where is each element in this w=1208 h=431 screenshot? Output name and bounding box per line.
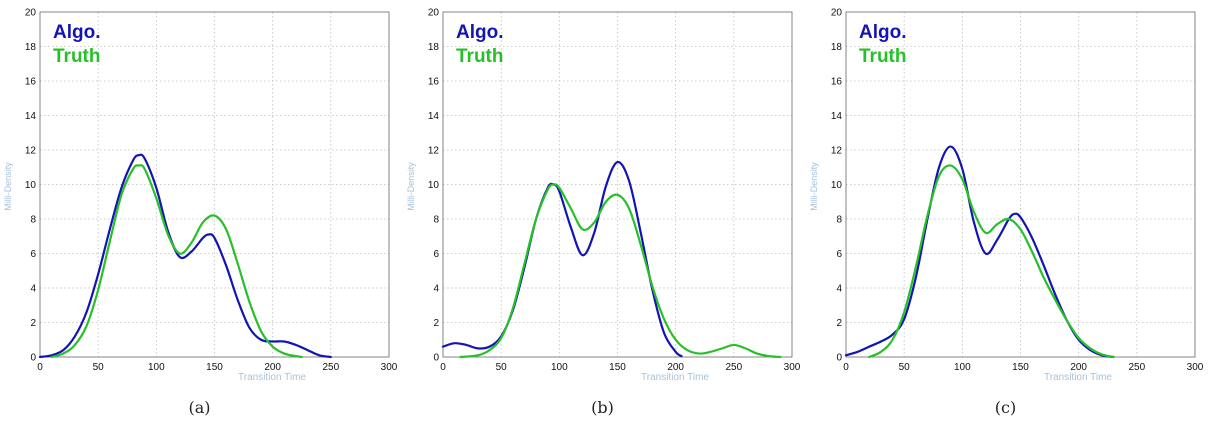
y-tick-label: 18	[25, 42, 37, 53]
x-tick-label: 100	[551, 362, 568, 373]
legend-entry: Algo.	[859, 22, 907, 43]
y-tick-label: 4	[433, 284, 439, 295]
x-tick-label: 200	[264, 362, 281, 373]
y-tick-label: 0	[836, 353, 842, 364]
y-tick-label: 10	[25, 180, 37, 191]
y-tick-label: 2	[836, 318, 842, 329]
y-tick-label: 12	[428, 146, 440, 157]
x-tick-label: 250	[1128, 362, 1145, 373]
x-tick-label: 200	[1070, 362, 1087, 373]
y-tick-label: 14	[25, 111, 37, 122]
y-tick-label: 12	[25, 146, 37, 157]
x-axis-title: Transition Time	[1044, 372, 1112, 383]
y-tick-label: 4	[30, 284, 36, 295]
plot-frame	[845, 11, 1196, 358]
y-axis-title: Milli-Density	[406, 162, 416, 211]
y-tick-label: 6	[30, 249, 36, 260]
y-axis-title: Milli-Density	[3, 162, 13, 211]
plot-frame	[39, 11, 390, 358]
x-tick-label: 150	[206, 362, 223, 373]
y-tick-label: 20	[428, 8, 440, 19]
x-axis-title: Transition Time	[238, 372, 306, 383]
x-tick-label: 300	[784, 362, 801, 373]
x-tick-label: 150	[609, 362, 626, 373]
legend-entry: Truth	[53, 46, 101, 67]
x-tick-label: 0	[843, 362, 849, 373]
y-tick-label: 18	[428, 42, 440, 53]
y-tick-label: 16	[428, 77, 440, 88]
y-tick-label: 0	[433, 353, 439, 364]
legend-entry: Algo.	[53, 22, 101, 43]
x-tick-label: 150	[1012, 362, 1029, 373]
x-tick-label: 50	[93, 362, 105, 373]
y-tick-label: 12	[831, 146, 843, 157]
x-tick-label: 50	[496, 362, 508, 373]
y-tick-label: 6	[433, 249, 439, 260]
x-tick-label: 0	[37, 362, 43, 373]
y-tick-label: 8	[30, 215, 36, 226]
y-tick-label: 18	[831, 42, 843, 53]
y-tick-label: 4	[836, 284, 842, 295]
x-tick-label: 300	[1187, 362, 1204, 373]
y-tick-label: 8	[433, 215, 439, 226]
legend-entry: Algo.	[456, 22, 504, 43]
series-line	[38, 153, 332, 359]
x-tick-label: 100	[954, 362, 971, 373]
y-tick-label: 16	[25, 77, 37, 88]
panel-caption: (a)	[188, 398, 210, 417]
y-tick-label: 14	[831, 111, 843, 122]
y-axis-title: Milli-Density	[809, 162, 819, 211]
legend-entry: Truth	[456, 46, 504, 67]
series-line	[441, 160, 683, 358]
x-tick-label: 50	[899, 362, 911, 373]
plot-frame	[442, 11, 793, 358]
y-tick-label: 6	[836, 249, 842, 260]
series-line	[868, 164, 1115, 359]
series-line	[459, 183, 782, 359]
y-tick-label: 20	[831, 8, 843, 19]
y-tick-label: 10	[831, 180, 843, 191]
y-tick-label: 14	[428, 111, 440, 122]
x-tick-label: 250	[725, 362, 742, 373]
y-tick-label: 2	[30, 318, 36, 329]
x-tick-label: 100	[148, 362, 165, 373]
series-line	[50, 164, 303, 359]
panel-caption: (c)	[995, 398, 1016, 417]
y-tick-label: 16	[831, 77, 843, 88]
panel-caption: (b)	[591, 398, 614, 417]
x-tick-label: 300	[381, 362, 398, 373]
series-line	[844, 145, 1115, 359]
y-tick-label: 2	[433, 318, 439, 329]
x-axis-title: Transition Time	[641, 372, 709, 383]
y-tick-label: 0	[30, 353, 36, 364]
x-tick-label: 0	[440, 362, 446, 373]
legend-entry: Truth	[859, 46, 907, 67]
x-tick-label: 200	[667, 362, 684, 373]
y-tick-label: 10	[428, 180, 440, 191]
y-tick-label: 20	[25, 8, 37, 19]
x-tick-label: 250	[322, 362, 339, 373]
y-tick-label: 8	[836, 215, 842, 226]
